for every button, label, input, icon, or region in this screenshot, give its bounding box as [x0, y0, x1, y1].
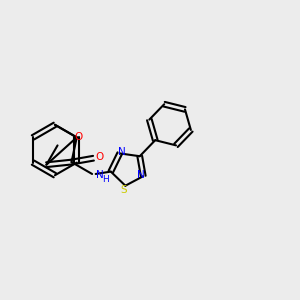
Text: S: S	[121, 185, 127, 195]
Text: N: N	[96, 170, 104, 181]
Text: N: N	[137, 170, 145, 180]
Text: H: H	[103, 176, 109, 184]
Text: N: N	[118, 147, 126, 157]
Text: O: O	[74, 132, 82, 142]
Text: O: O	[95, 152, 104, 162]
